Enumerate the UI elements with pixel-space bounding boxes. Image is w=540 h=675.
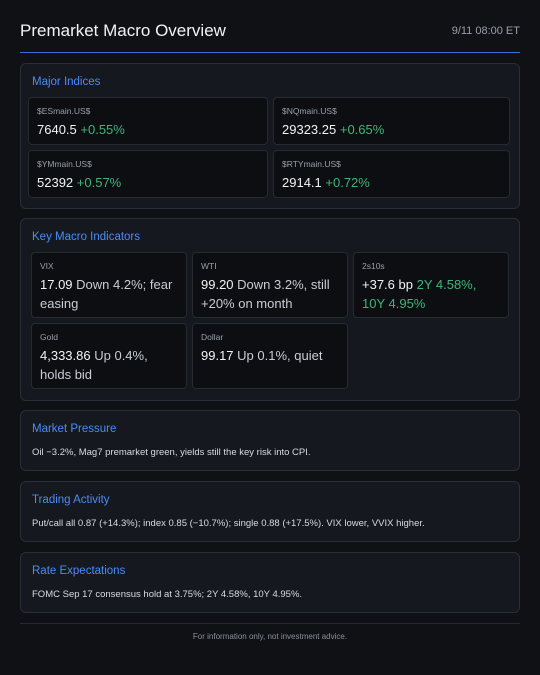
card-label: 2s10s <box>362 261 385 271</box>
card-label: $YMmain.US$ <box>37 159 92 169</box>
summary-panel: Rate Expectations FOMC Sep 17 consensus … <box>20 552 520 613</box>
macro-panel: Key Macro Indicators VIX 17.09 Down 4.2%… <box>20 218 520 401</box>
card-label: $RTYmain.US$ <box>282 159 341 169</box>
card-label: $NQmain.US$ <box>282 106 337 116</box>
disclaimer: For information only, not investment adv… <box>192 632 348 641</box>
card-label: Dollar <box>201 332 224 342</box>
card-value: 2914.1 <box>282 175 322 190</box>
card-change: +0.55% <box>80 122 125 137</box>
divider <box>20 623 520 624</box>
panel-title: Rate Expectations <box>32 565 126 577</box>
card-value: 4,333.86 <box>40 348 91 363</box>
card-change: +0.57% <box>76 175 122 190</box>
macro-card: Gold 4,333.86 Up 0.4%, holds bid <box>31 323 187 389</box>
macro-card: VIX 17.09 Down 4.2%; fear easing <box>31 252 187 318</box>
panel-text: Put/call all 0.87 (+14.3%); index 0.85 (… <box>32 518 425 529</box>
card-label: Gold <box>40 332 58 342</box>
card-value: 29323.25 <box>282 122 337 137</box>
card-label: VIX <box>40 261 54 271</box>
index-card: $RTYmain.US$ 2914.1 +0.72% <box>273 150 510 198</box>
panel-title: Key Macro Indicators <box>32 231 141 243</box>
card-value: 99.17 <box>201 348 234 363</box>
index-card: $NQmain.US$ 29323.25 +0.65% <box>273 97 510 145</box>
page-title: Premarket Macro Overview <box>20 21 226 40</box>
summary-panel: Trading Activity Put/call all 0.87 (+14.… <box>20 481 520 542</box>
macro-card: 2s10s +37.6 bp 2Y 4.58%, 10Y 4.95% <box>353 252 509 318</box>
card-value: 52392 <box>37 175 74 190</box>
summary-panel: Market Pressure Oil −3.2%, Mag7 premarke… <box>20 410 520 471</box>
card-note: Down 3.2%, still +20% on month <box>201 277 330 311</box>
macro-card: Dollar 99.17 Up 0.1%, quiet <box>192 323 348 389</box>
index-card: $YMmain.US$ 52392 +0.57% <box>28 150 268 198</box>
index-card: $ESmain.US$ 7640.5 +0.55% <box>28 97 268 145</box>
panel-text: FOMC Sep 17 consensus hold at 3.75%; 2Y … <box>32 589 303 600</box>
card-note: Up 0.1%, quiet <box>237 348 323 363</box>
card-value: 99.20 <box>201 277 234 292</box>
card-label: $ESmain.US$ <box>37 106 91 116</box>
card-note: Down 4.2%; fear easing <box>40 277 173 311</box>
card-note: Up 0.4%, holds bid <box>40 348 148 382</box>
timestamp: 9/11 08:00 ET <box>451 25 520 37</box>
card-change: +0.65% <box>339 122 385 137</box>
panel-title: Trading Activity <box>32 494 110 506</box>
indices-panel: Major Indices $ESmain.US$ 7640.5 +0.55% … <box>20 63 520 209</box>
panel-title: Market Pressure <box>32 423 117 435</box>
panel-title: Major Indices <box>32 76 101 88</box>
divider <box>20 52 520 53</box>
card-value: 7640.5 <box>37 122 77 137</box>
card-change: +0.72% <box>325 175 370 190</box>
card-note: 2Y 4.58%, 10Y 4.95% <box>362 277 477 311</box>
card-value: +37.6 bp <box>362 277 413 292</box>
card-value: 17.09 <box>40 277 73 292</box>
card-label: WTI <box>201 261 217 271</box>
macro-card: WTI 99.20 Down 3.2%, still +20% on month <box>192 252 348 318</box>
panel-text: Oil −3.2%, Mag7 premarket green, yields … <box>32 447 311 458</box>
